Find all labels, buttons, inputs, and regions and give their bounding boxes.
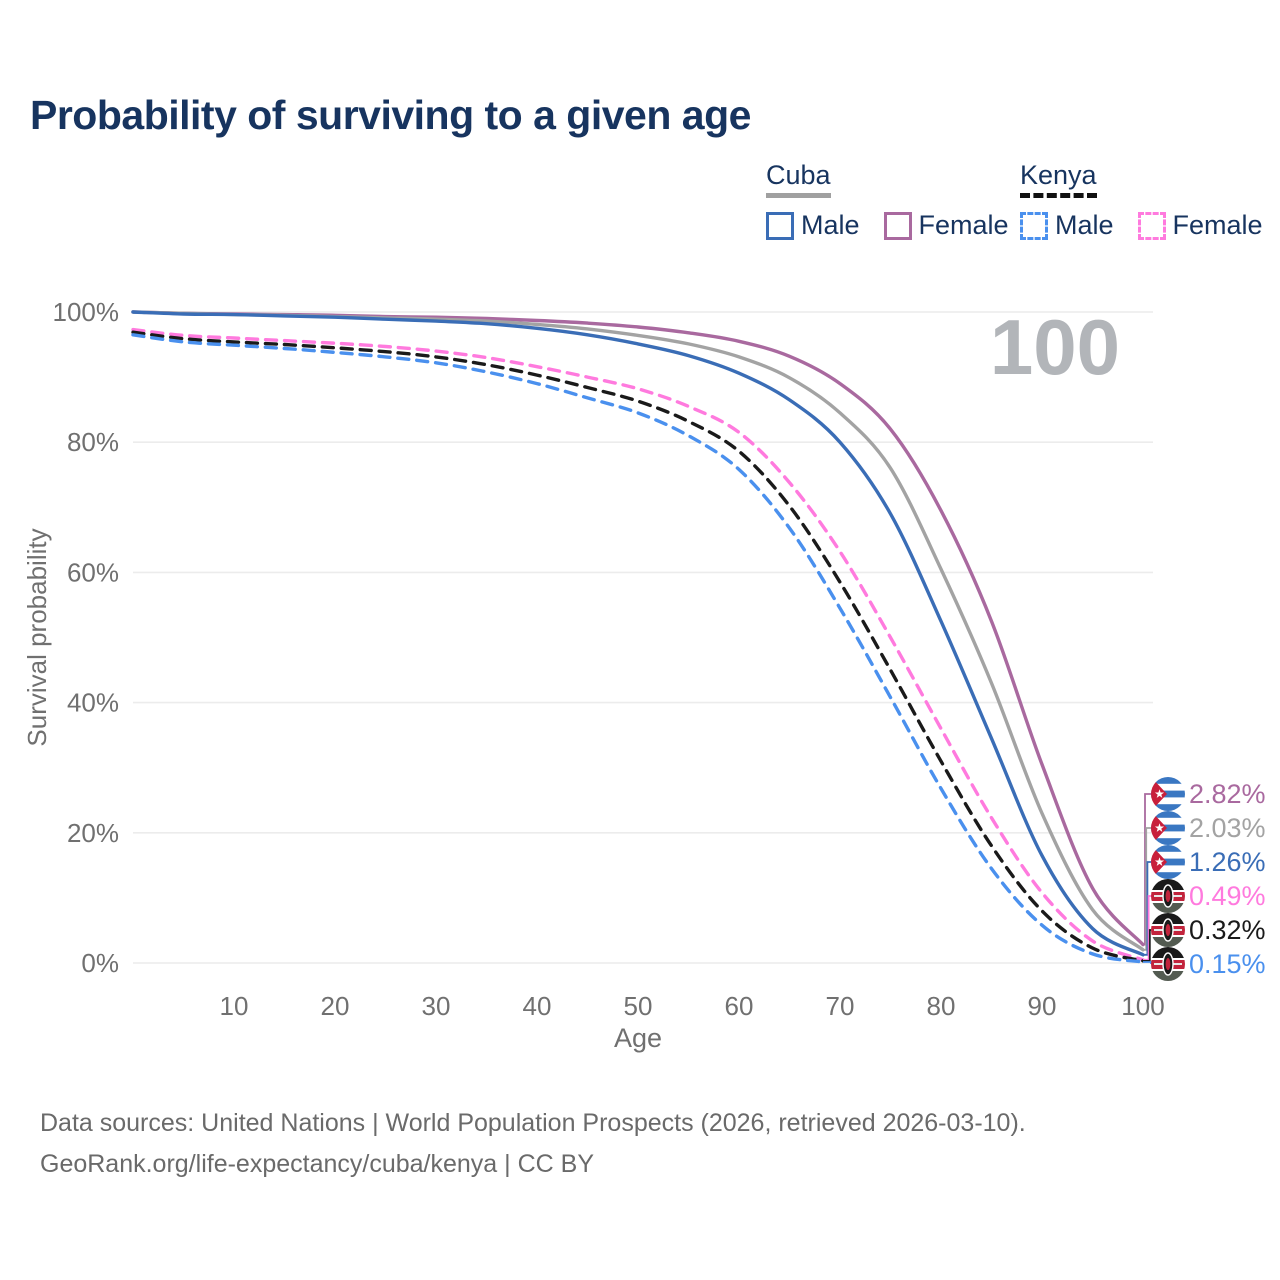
- end-label-kenya-male: 0.15%: [1189, 949, 1266, 979]
- series-line-kenya-female[interactable]: [131, 327, 1145, 962]
- legend-item-kenya-male[interactable]: Male: [1020, 210, 1114, 241]
- leader-line-cuba-total: [1143, 827, 1151, 951]
- data-sources-line1: Data sources: United Nations | World Pop…: [40, 1109, 1026, 1137]
- kenya-male-swatch-icon: [1020, 211, 1048, 240]
- x-tick-20: 20: [321, 991, 350, 1021]
- cuba-flag-icon: [1151, 777, 1185, 811]
- data-sources: Data sources: United Nations | World Pop…: [40, 1103, 1026, 1185]
- legend-item-cuba-female[interactable]: Female: [883, 210, 1009, 241]
- legend-item-kenya-male-label: Male: [1055, 210, 1114, 240]
- legend-item-cuba-female-label: Female: [918, 210, 1009, 240]
- legend-group-cuba: Cuba Male Female: [766, 160, 1009, 241]
- cuba-female-swatch-icon: [883, 211, 912, 240]
- kenya-total-line-swatch: [1020, 193, 1097, 198]
- legend-group-kenya: Kenya Male Female: [1020, 160, 1263, 241]
- x-tick-10: 10: [220, 991, 249, 1021]
- cuba-flag-icon: [1151, 811, 1185, 845]
- end-label-kenya-female: 0.49%: [1189, 881, 1266, 911]
- y-tick-40%: 40%: [67, 688, 119, 718]
- series-line-cuba-female[interactable]: [131, 310, 1145, 947]
- series-line-kenya-total[interactable]: [131, 330, 1145, 963]
- leader-line-cuba-male: [1143, 861, 1151, 956]
- legend-item-kenya-female[interactable]: Female: [1137, 210, 1263, 241]
- leader-line-kenya-male: [1143, 961, 1152, 964]
- end-label-kenya-total: 0.32%: [1189, 915, 1266, 945]
- series-line-cuba-male[interactable]: [131, 310, 1145, 957]
- kenya-female-swatch-icon: [1137, 211, 1166, 240]
- cuba-total-line-swatch: [766, 193, 831, 198]
- x-tick-70: 70: [826, 991, 855, 1021]
- page-title: Probability of surviving to a given age: [30, 92, 751, 138]
- leader-line-kenya-total: [1143, 929, 1151, 962]
- kenya-flag-icon: [1151, 879, 1185, 913]
- end-label-cuba-total: 2.03%: [1189, 813, 1266, 843]
- leader-line-cuba-female: [1143, 793, 1151, 946]
- x-tick-90: 90: [1028, 991, 1057, 1021]
- legend-header-cuba[interactable]: Cuba: [766, 160, 831, 201]
- y-tick-20%: 20%: [67, 818, 119, 848]
- kenya-flag-icon: [1151, 913, 1185, 947]
- y-tick-100%: 100%: [53, 297, 120, 327]
- end-label-cuba-female: 2.82%: [1189, 779, 1266, 809]
- series-line-kenya-male[interactable]: [131, 333, 1145, 964]
- y-tick-0%: 0%: [81, 948, 119, 978]
- y-tick-60%: 60%: [67, 557, 119, 587]
- end-label-cuba-male: 1.26%: [1189, 847, 1266, 877]
- data-sources-line2: GeoRank.org/life-expectancy/cuba/kenya |…: [40, 1150, 594, 1178]
- kenya-flag-icon: [1151, 947, 1185, 981]
- legend-item-kenya-female-label: Female: [1172, 210, 1263, 240]
- y-axis-label: Survival probability: [22, 528, 52, 746]
- age-counter-watermark: 100: [990, 303, 1120, 391]
- legend-item-cuba-male[interactable]: Male: [766, 210, 860, 241]
- legend-item-cuba-male-label: Male: [801, 210, 860, 240]
- x-tick-50: 50: [624, 991, 653, 1021]
- y-tick-80%: 80%: [67, 427, 119, 457]
- x-tick-100: 100: [1121, 991, 1164, 1021]
- legend-header-kenya[interactable]: Kenya: [1020, 160, 1097, 201]
- x-tick-80: 80: [927, 991, 956, 1021]
- x-tick-30: 30: [422, 991, 451, 1021]
- cuba-flag-icon: [1151, 845, 1185, 879]
- leader-line-kenya-female: [1143, 895, 1151, 961]
- legend-header-cuba-label: Cuba: [766, 160, 831, 190]
- series-line-cuba-total[interactable]: [131, 310, 1145, 952]
- x-tick-40: 40: [523, 991, 552, 1021]
- legend-header-kenya-label: Kenya: [1020, 160, 1097, 190]
- x-tick-60: 60: [725, 991, 754, 1021]
- x-axis-label: Age: [614, 1023, 662, 1053]
- cuba-male-swatch-icon: [766, 211, 794, 240]
